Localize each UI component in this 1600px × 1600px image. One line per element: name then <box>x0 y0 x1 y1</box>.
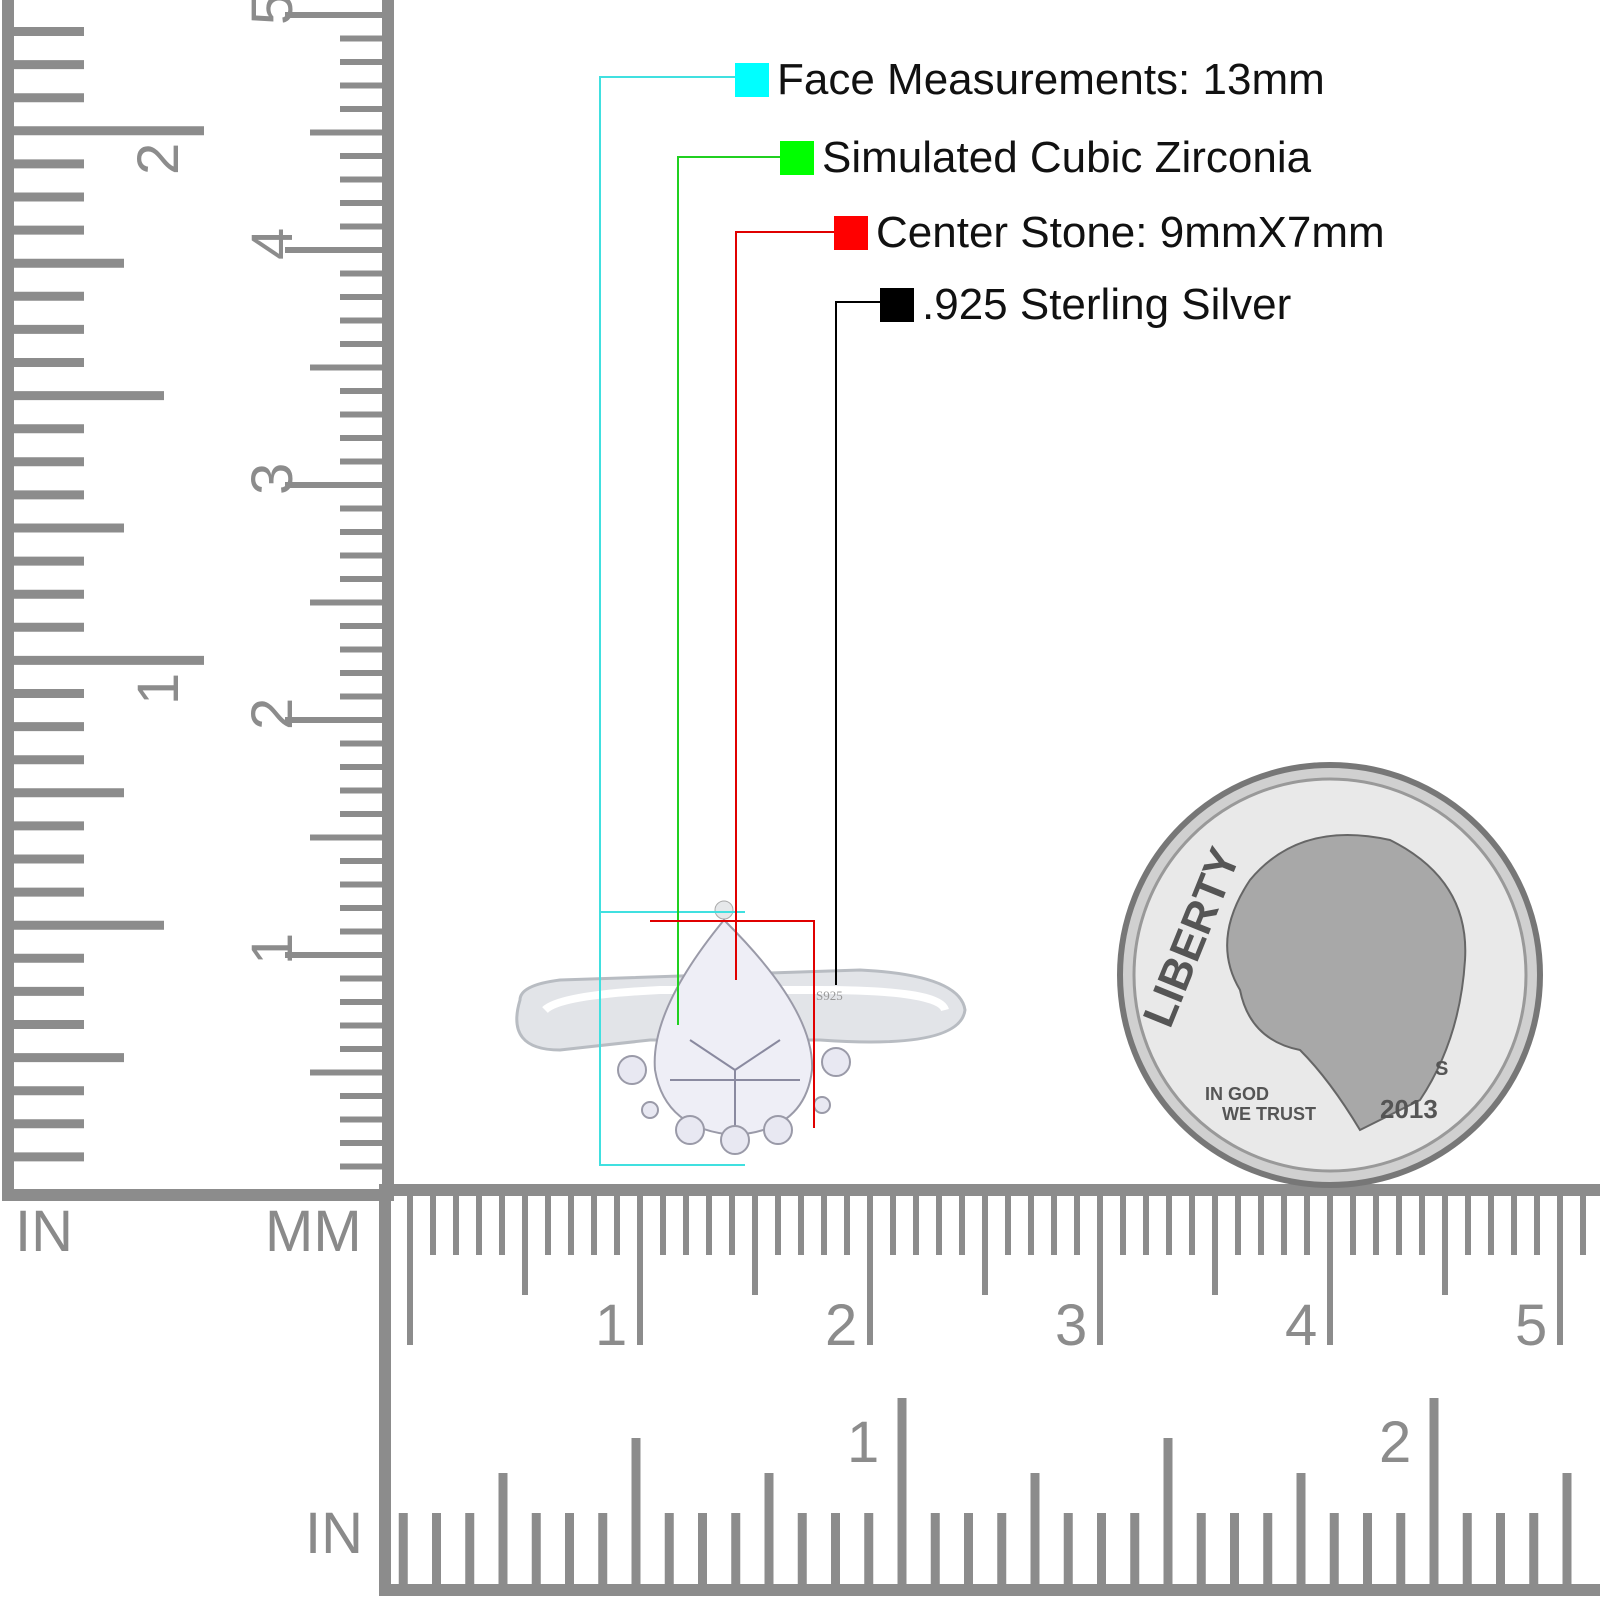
horizontal-ruler: 1 2 3 4 5 1 2 <box>379 1184 1600 1596</box>
ring-stamp: S925 <box>816 988 843 1003</box>
legend-cubic-zirconia: Simulated Cubic Zirconia <box>780 133 1311 183</box>
mm-number: 4 <box>1285 1293 1317 1358</box>
inch-number: 1 <box>847 1410 879 1475</box>
inch-number: 2 <box>1379 1410 1411 1475</box>
mm-number: 2 <box>825 1293 857 1358</box>
mm-number: 3 <box>1055 1293 1087 1358</box>
legend-center-stone: Center Stone: 9mmX7mm <box>834 208 1385 258</box>
coin-motto-2: WE TRUST <box>1222 1104 1316 1124</box>
green-swatch <box>780 141 814 175</box>
black-swatch <box>880 288 914 322</box>
mm-number: 5 <box>1515 1293 1547 1358</box>
mm-number: 2 <box>240 698 305 730</box>
cyan-swatch <box>735 63 769 97</box>
ring-image: S925 <box>515 900 967 1155</box>
mm-number: 4 <box>240 228 305 260</box>
inch-number: 1 <box>126 673 191 705</box>
legend-label: Simulated Cubic Zirconia <box>822 133 1312 182</box>
horizontal-ruler-frame <box>379 1184 1600 1596</box>
dime-coin-image: LIBERTY IN GOD WE TRUST 2013 S <box>1117 762 1543 1188</box>
vertical-ruler: 1 2 3 4 5 1 2 <box>2 0 394 1201</box>
legend-label: Face Measurements: 13mm <box>777 55 1325 104</box>
coin-year: 2013 <box>1380 1094 1438 1124</box>
legend-sterling-silver: .925 Sterling Silver <box>880 280 1291 330</box>
mm-number: 1 <box>240 933 305 965</box>
legend-label: .925 Sterling Silver <box>922 280 1292 329</box>
coin-mint: S <box>1435 1058 1448 1080</box>
legend-face-measurements: Face Measurements: 13mm <box>735 55 1325 105</box>
inch-label-left: IN <box>15 1199 73 1264</box>
coin-motto-1: IN GOD <box>1205 1084 1269 1104</box>
red-swatch <box>834 216 868 250</box>
inch-label-bottom: IN <box>305 1501 363 1566</box>
mm-label: MM <box>265 1199 362 1264</box>
annotation-lines <box>599 76 882 1166</box>
mm-number: 5 <box>240 0 305 25</box>
vertical-ruler-frame <box>2 0 394 1201</box>
legend-label: Center Stone: 9mmX7mm <box>876 208 1385 257</box>
inch-number: 2 <box>126 143 191 175</box>
mm-number: 1 <box>595 1293 627 1358</box>
mm-number: 3 <box>240 463 305 495</box>
